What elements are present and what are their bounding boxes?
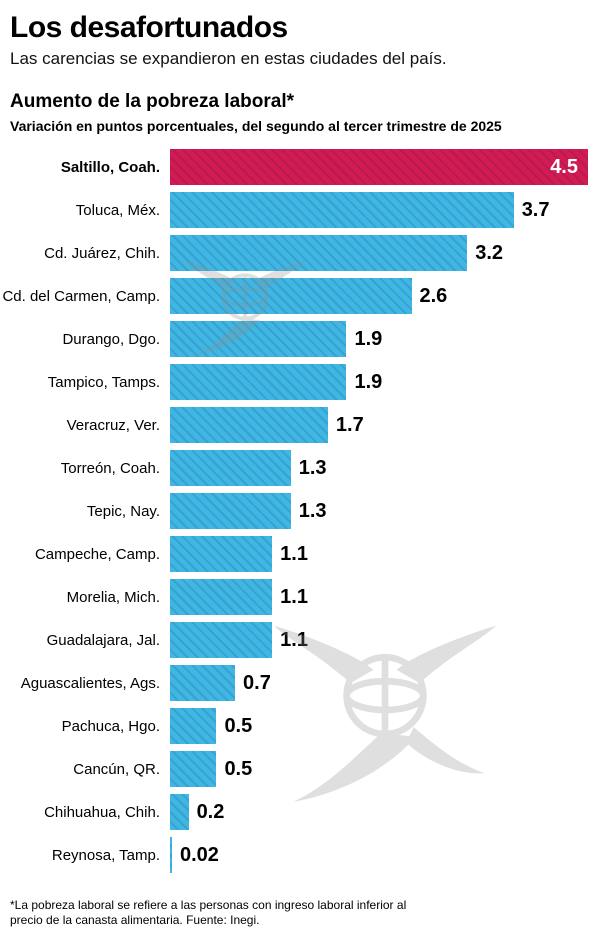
bar (170, 321, 347, 357)
chart-title: Aumento de la pobreza laboral* (10, 90, 294, 112)
bar-track: 0.5 (170, 751, 600, 787)
bar-row: Reynosa, Tamp. 0.02 (0, 834, 600, 877)
bar-row: Torreón, Coah. 1.3 (0, 447, 600, 490)
bar-value: 1.7 (335, 413, 364, 436)
bar-track: 2.6 (170, 278, 600, 314)
page-subtitle: Las carencias se expandieron en estas ci… (10, 48, 447, 68)
bar-value: 1.3 (298, 499, 327, 522)
bar-row: Morelia, Mich. 1.1 (0, 576, 600, 619)
bar-row: Guadalajara, Jal. 1.1 (0, 619, 600, 662)
bar (170, 450, 291, 486)
bar-label: Morelia, Mich. (66, 588, 160, 606)
bar-label: Chihuahua, Chih. (44, 803, 160, 821)
page-title: Los desafortunados (10, 11, 288, 44)
bar (170, 579, 273, 615)
bar-row: Cd. del Carmen, Camp. 2.6 (0, 275, 600, 318)
bar-track: 1.3 (170, 450, 600, 486)
bar (170, 665, 236, 701)
bar-value: 1.3 (298, 456, 327, 479)
bar-row: Toluca, Méx. 3.7 (0, 189, 600, 232)
bar-track: 0.7 (170, 665, 600, 701)
bar-track: 1.9 (170, 321, 600, 357)
bar-track: 3.7 (170, 192, 600, 228)
bar-track: 0.02 (170, 837, 600, 873)
bar (170, 278, 412, 314)
bar-value: 0.5 (224, 757, 253, 780)
bar-label: Pachuca, Hgo. (61, 717, 160, 735)
bar-track: 4.5 (170, 149, 600, 185)
bar-label: Cd. del Carmen, Camp. (2, 287, 160, 305)
bar-track: 1.1 (170, 622, 600, 658)
bar-value: 4.5 (550, 155, 578, 178)
bar (170, 622, 273, 658)
bar-label: Durango, Dgo. (62, 330, 160, 348)
bar (170, 794, 189, 830)
bar-value: 0.02 (180, 843, 219, 866)
bar (170, 192, 514, 228)
bar-value: 1.9 (354, 370, 383, 393)
bar-row: Cd. Juárez, Chih. 3.2 (0, 232, 600, 275)
bar-row: Tampico, Tamps. 1.9 (0, 361, 600, 404)
bar-label: Torreón, Coah. (60, 459, 160, 477)
bar-value: 2.6 (419, 284, 448, 307)
bar-chart: Saltillo, Coah. 4.5 Toluca, Méx. 3.7 Cd. Juá… (0, 146, 600, 877)
bar-track: 1.7 (170, 407, 600, 443)
bar-value: 0.2 (196, 800, 225, 823)
bar (170, 235, 468, 271)
bar-label: Campeche, Camp. (34, 545, 160, 563)
bar-row: Tepic, Nay. 1.3 (0, 490, 600, 533)
bar-value: 1.9 (354, 327, 383, 350)
chart-subtitle: Variación en puntos porcentuales, del se… (10, 117, 502, 134)
bar-track: 1.1 (170, 536, 600, 572)
bar-label: Veracruz, Ver. (66, 416, 160, 434)
bar-label: Guadalajara, Jal. (46, 631, 160, 649)
bar-label: Reynosa, Tamp. (51, 846, 160, 864)
bar-row: Veracruz, Ver. 1.7 (0, 404, 600, 447)
bar-value: 0.7 (243, 671, 271, 694)
bar-label: Saltillo, Coah. (60, 158, 160, 176)
bar-track: 1.3 (170, 493, 600, 529)
bar (170, 407, 328, 443)
bar-row: Durango, Dgo. 1.9 (0, 318, 600, 361)
bar-track: 0.2 (170, 794, 600, 830)
bar-row: Pachuca, Hgo. 0.5 (0, 705, 600, 748)
bar (170, 364, 347, 400)
bar-track: 3.2 (170, 235, 600, 271)
bar-label: Aguascalientes, Ags. (20, 674, 160, 692)
bar-row: Chihuahua, Chih. 0.2 (0, 791, 600, 834)
bar-value: 3.2 (475, 241, 504, 264)
bar-label: Cancún, QR. (73, 760, 160, 778)
bar-value: 1.1 (280, 542, 308, 565)
bar-track: 0.5 (170, 708, 600, 744)
bar-row: Cancún, QR. 0.5 (0, 748, 600, 791)
chart-rows: Saltillo, Coah. 4.5 Toluca, Méx. 3.7 Cd. Juá… (0, 146, 600, 877)
bar-track: 1.1 (170, 579, 600, 615)
bar (170, 708, 217, 744)
bar (170, 493, 291, 529)
bar-row: Aguascalientes, Ags. 0.7 (0, 662, 600, 705)
bar-label: Tepic, Nay. (86, 502, 160, 520)
bar-row: Campeche, Camp. 1.1 (0, 533, 600, 576)
bar-value: 3.7 (521, 198, 550, 221)
bar: 4.5 (170, 149, 588, 185)
bar-label: Tampico, Tamps. (47, 373, 160, 391)
bar-value: 1.1 (280, 628, 308, 651)
bar-value: 0.5 (224, 714, 253, 737)
bar (170, 837, 172, 873)
bar-label: Toluca, Méx. (75, 201, 160, 219)
bar-track: 1.9 (170, 364, 600, 400)
bar (170, 536, 273, 572)
bar-row: Saltillo, Coah. 4.5 (0, 146, 600, 189)
bar-value: 1.1 (280, 585, 308, 608)
bar-label: Cd. Juárez, Chih. (44, 244, 160, 262)
header: Los desafortunados Las carencias se expa… (0, 0, 600, 134)
footnote: *La pobreza laboral se refiere a las per… (10, 897, 407, 928)
bar (170, 751, 217, 787)
